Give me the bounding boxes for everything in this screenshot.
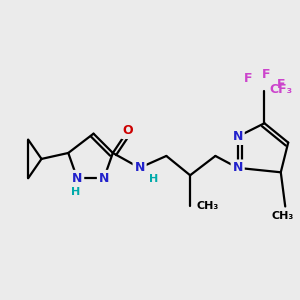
Text: CH₃: CH₃ [196,202,218,212]
Text: N: N [232,130,243,143]
Text: H: H [149,174,158,184]
Text: F: F [262,68,270,81]
Text: H: H [71,187,80,196]
Text: CH₃: CH₃ [271,211,293,221]
Text: CF₃: CF₃ [269,82,292,96]
Text: N: N [232,161,243,174]
Text: F: F [277,78,285,91]
Text: O: O [122,124,133,137]
Text: F: F [244,72,252,85]
Text: N: N [134,161,145,174]
Text: N: N [99,172,109,185]
Text: N: N [72,172,83,185]
